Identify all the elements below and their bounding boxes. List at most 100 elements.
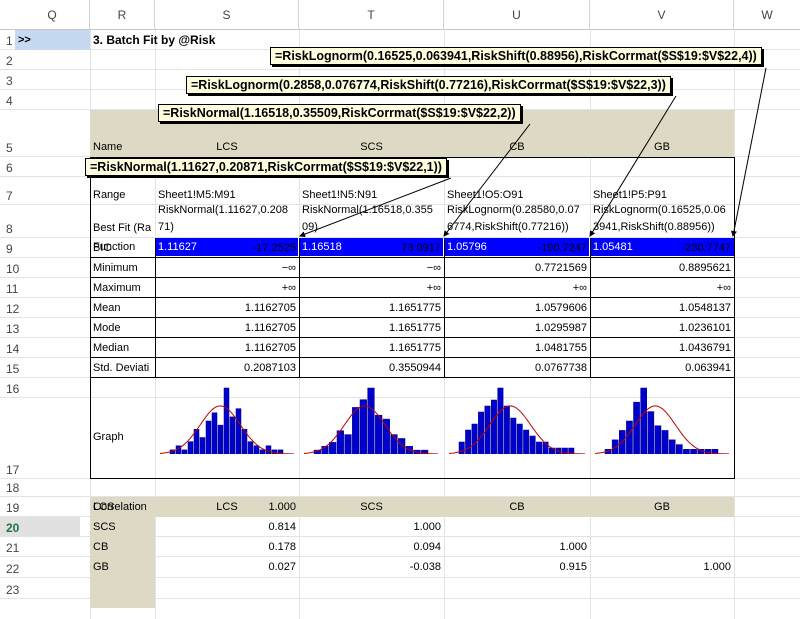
corr-row-scs[interactable]: SCS <box>93 521 116 533</box>
row-header-22[interactable]: 22 <box>0 557 80 578</box>
range-cb[interactable]: Sheet1!O5:O91 <box>447 189 524 201</box>
std-cb[interactable]: 0.0767738 <box>444 358 590 378</box>
label-graph[interactable]: Graph <box>93 431 124 443</box>
mode-gb[interactable]: 1.0236101 <box>590 318 734 338</box>
corr-gb-gb[interactable]: 1.000 <box>703 561 731 573</box>
best-fit-gb-line2[interactable]: 3941,RiskShift(0.88956)) <box>593 221 715 233</box>
corr-cb-lcs[interactable]: 0.178 <box>268 541 296 553</box>
row-header-10[interactable]: 10 <box>0 258 80 278</box>
row-header-23[interactable]: 23 <box>0 578 80 599</box>
range-lcs[interactable]: Sheet1!M5:M91 <box>158 189 236 201</box>
corr-gb-lcs[interactable]: 0.027 <box>268 561 296 573</box>
page-title[interactable]: 3. Batch Fit by @Risk <box>93 33 216 47</box>
maximum-gb[interactable]: +∞ <box>590 278 734 298</box>
name-scs[interactable]: SCS <box>360 141 383 153</box>
callout-scs-formula[interactable]: =RiskNormal(1.16518,0.35509,RiskCorrmat(… <box>158 104 521 122</box>
best-fit-gb-line1[interactable]: RiskLognorm(0.16525,0.06 <box>593 204 726 216</box>
row-header-16[interactable]: 16 <box>0 378 80 398</box>
label-bic[interactable]: BIC <box>90 238 155 258</box>
minimum-gb[interactable]: 0.8895621 <box>590 258 734 278</box>
corr-scs-scs[interactable]: 1.000 <box>413 521 441 533</box>
name-cb[interactable]: CB <box>509 141 525 153</box>
corr-col-lcs[interactable]: LCS <box>216 501 238 513</box>
corr-lcs-lcs[interactable]: 1.000 <box>268 501 296 513</box>
minimum-cb[interactable]: 0.7721569 <box>444 258 590 278</box>
column-header-w[interactable]: W <box>761 8 773 22</box>
best-fit-scs-line2[interactable]: 09) <box>302 221 318 233</box>
histogram-cb[interactable] <box>449 380 585 454</box>
label-minimum[interactable]: Minimum <box>90 258 155 278</box>
histogram-lcs[interactable] <box>160 380 294 454</box>
best-fit-lcs-line2[interactable]: 71) <box>158 221 174 233</box>
mean-gb[interactable]: 1.0548137 <box>590 298 734 318</box>
row-header-12[interactable]: 12 <box>0 298 80 318</box>
range-gb[interactable]: Sheet1!P5:P91 <box>593 189 668 201</box>
row-header-15[interactable]: 15 <box>0 358 80 378</box>
bic-scs[interactable]: 73.0917 <box>299 238 444 258</box>
maximum-scs[interactable]: +∞ <box>299 278 444 298</box>
range-scs[interactable]: Sheet1!N5:N91 <box>302 189 378 201</box>
row-header-4[interactable]: 4 <box>0 90 80 110</box>
row-header-14[interactable]: 14 <box>0 338 80 358</box>
mean-lcs[interactable]: 1.1162705 <box>155 298 299 318</box>
corr-row-lcs[interactable]: LCS <box>93 501 115 513</box>
row-header-20[interactable]: 20 <box>0 517 80 537</box>
label-range[interactable]: Range <box>93 189 126 201</box>
row-header-6[interactable]: 6 <box>0 157 80 177</box>
maximum-lcs[interactable]: +∞ <box>155 278 299 298</box>
best-fit-cb-line2[interactable]: 6774,RiskShift(0.77216)) <box>447 221 569 233</box>
label-best-fit[interactable]: Best Fit (Ra <box>93 222 152 234</box>
column-header-s[interactable]: S <box>155 0 299 30</box>
row-header-19[interactable]: 19 <box>0 497 80 517</box>
std-lcs[interactable]: 0.2087103 <box>155 358 299 378</box>
function-lcs[interactable]: 1.11627 <box>155 238 299 256</box>
row-header-17[interactable]: 17 <box>0 398 80 479</box>
label-median[interactable]: Median <box>90 338 155 358</box>
bic-lcs[interactable]: -17.2525 <box>155 238 299 258</box>
median-lcs[interactable]: 1.1162705 <box>155 338 299 358</box>
label-mean[interactable]: Mean <box>90 298 155 318</box>
std-scs[interactable]: 0.3550944 <box>299 358 444 378</box>
label-correlation[interactable]: Correlation <box>93 501 147 513</box>
mean-scs[interactable]: 1.1651775 <box>299 298 444 318</box>
corr-row-gb[interactable]: GB <box>93 561 109 573</box>
corr-col-scs[interactable]: SCS <box>360 501 383 513</box>
best-fit-cb-line1[interactable]: RiskLognorm(0.28580,0.07 <box>447 204 580 216</box>
callout-lcs-formula[interactable]: =RiskNormal(1.11627,0.20871,RiskCorrmat(… <box>85 158 447 176</box>
corr-row-cb[interactable]: CB <box>93 541 109 553</box>
row-header-11[interactable]: 11 <box>0 278 80 298</box>
row-header-2[interactable]: 2 <box>0 50 80 70</box>
row-header-18[interactable]: 18 <box>0 479 80 497</box>
label-function[interactable]: Function <box>93 241 136 253</box>
median-gb[interactable]: 1.0436791 <box>590 338 734 358</box>
row-header-7[interactable]: 7 <box>0 177 80 205</box>
minimum-lcs[interactable]: −∞ <box>155 258 299 278</box>
label-std[interactable]: Std. Deviati <box>90 358 155 378</box>
corr-cb-scs[interactable]: 0.094 <box>413 541 441 553</box>
function-cb[interactable]: 1.05796 <box>444 238 590 256</box>
name-lcs[interactable]: LCS <box>216 141 238 153</box>
column-header-u[interactable]: U <box>444 0 590 30</box>
median-scs[interactable]: 1.1651775 <box>299 338 444 358</box>
bic-cb[interactable]: -190.7247 <box>444 238 590 258</box>
std-gb[interactable]: 0.063941 <box>590 358 734 378</box>
label-maximum[interactable]: Maximum <box>90 278 155 298</box>
histogram-gb[interactable] <box>595 380 729 454</box>
corr-scs-lcs[interactable]: 0.814 <box>268 521 296 533</box>
minimum-scs[interactable]: −∞ <box>299 258 444 278</box>
name-gb[interactable]: GB <box>654 141 670 153</box>
callout-cb-formula[interactable]: =RiskLognorm(0.2858,0.076774,RiskShift(0… <box>186 76 671 94</box>
row-header-21[interactable]: 21 <box>0 537 80 557</box>
function-scs[interactable]: 1.16518 <box>299 238 444 256</box>
mode-lcs[interactable]: 1.1162705 <box>155 318 299 338</box>
bic-gb[interactable]: -230.7747 <box>590 238 734 258</box>
row-header-5[interactable]: 5 <box>0 110 80 157</box>
column-header-t[interactable]: T <box>299 0 444 30</box>
maximum-cb[interactable]: +∞ <box>444 278 590 298</box>
corr-gb-scs[interactable]: -0.038 <box>409 561 441 573</box>
row-header-13[interactable]: 13 <box>0 318 80 338</box>
histogram-scs[interactable] <box>304 380 439 454</box>
corr-gb-cb[interactable]: 0.915 <box>559 561 587 573</box>
callout-gb-formula[interactable]: =RiskLognorm(0.16525,0.063941,RiskShift(… <box>270 47 762 65</box>
function-gb[interactable]: 1.05481 <box>590 238 734 256</box>
